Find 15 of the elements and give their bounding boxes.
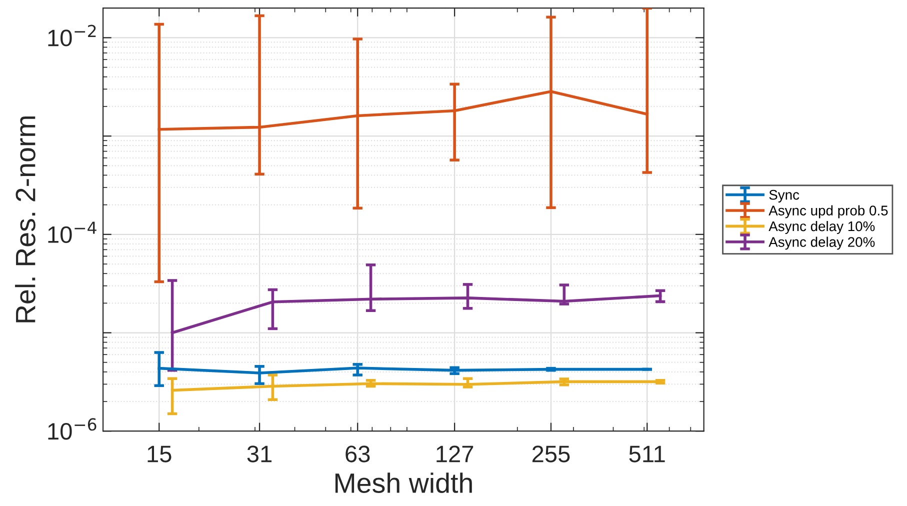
legend-label: Async delay 20% bbox=[768, 236, 875, 250]
legend-label: Sync bbox=[769, 190, 800, 202]
y-tick-label: 10$^{−6}$ bbox=[48, 418, 96, 440]
x-tick-label: 15 bbox=[148, 446, 172, 462]
y-tick-label: 10$^{−2}$ bbox=[48, 24, 96, 46]
x-tick-label: 127 bbox=[436, 446, 474, 462]
legend-label: Async delay 10% bbox=[768, 220, 875, 234]
y-axis-title: Rel. Res. 2-norm bbox=[15, 116, 36, 322]
x-tick-label: 255 bbox=[532, 446, 570, 462]
x-tick-label: 31 bbox=[247, 446, 272, 462]
x-tick-label: 63 bbox=[346, 446, 370, 462]
x-tick-label: 511 bbox=[629, 446, 665, 462]
legend-label: Async upd prob 0.5 bbox=[768, 205, 888, 218]
x-axis-title: Mesh width bbox=[335, 472, 472, 493]
y-tick-label: 10$^{−4}$ bbox=[48, 222, 96, 244]
